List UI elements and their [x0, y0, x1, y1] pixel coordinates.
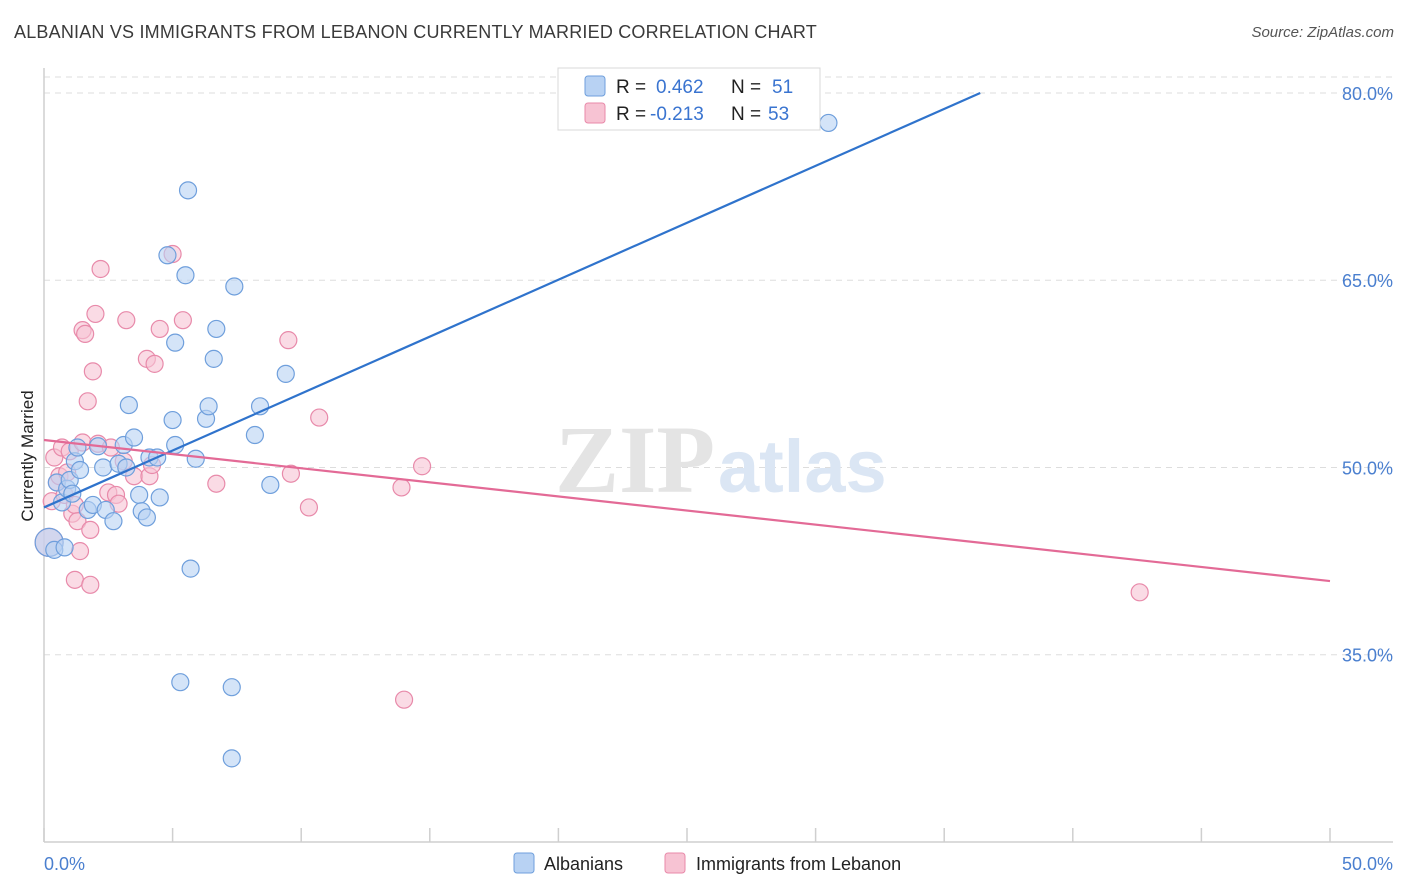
lebanon-point-37 — [173, 311, 192, 330]
albanians-point-22 — [130, 485, 149, 505]
albanians-point-46 — [261, 475, 280, 495]
legend-n-value-2: 53 — [768, 104, 789, 125]
watermark: ZIP atlas — [555, 406, 887, 513]
legend-r-label-2: R = — [616, 104, 646, 125]
legend-n-label-2: N = — [731, 104, 761, 125]
lebanon-point-11 — [65, 570, 84, 589]
legend-swatch-lebanon — [584, 102, 606, 124]
albanians-point-39 — [204, 349, 223, 368]
albanians-point-30 — [166, 333, 185, 352]
lebanon-point-18 — [81, 575, 100, 594]
lebanon-point-21 — [86, 304, 105, 324]
lebanon-point-23 — [91, 259, 110, 279]
bottom-legend-swatch-albanians — [513, 852, 535, 874]
chart-source: Source: ZipAtlas.com — [1251, 24, 1394, 41]
lebanon-trend-line — [43, 438, 1331, 583]
lebanon-point-46 — [1130, 583, 1149, 602]
albanians-point-28 — [158, 246, 177, 265]
x-tick-labels: 0.0% 50.0% — [43, 828, 1393, 874]
albanians-point-7 — [63, 484, 82, 503]
bottom-legend-swatch-lebanon — [664, 852, 686, 874]
albanians-point-41 — [222, 678, 241, 697]
y-tick-labels: 35.0% 50.0% 65.0% 80.0% — [1342, 84, 1393, 666]
lebanon-point-38 — [207, 474, 226, 493]
bottom-legend-lebanon: Immigrants from Lebanon — [696, 854, 901, 874]
albanians-point-35 — [181, 559, 200, 578]
lebanon-point-20 — [83, 362, 102, 381]
albanians-point-4 — [55, 538, 74, 557]
watermark-atlas: atlas — [718, 425, 887, 508]
lebanon-point-43 — [392, 478, 411, 497]
lebanon-point-40 — [281, 464, 301, 483]
albanians-trend-line — [43, 91, 981, 509]
albanians-point-33 — [176, 266, 195, 285]
lebanon-point-41 — [299, 498, 319, 517]
lebanon-point-29 — [117, 311, 136, 330]
albanians-point-14 — [94, 458, 113, 477]
legend-n-label-1: N = — [731, 77, 761, 98]
legend-r-value-1: 0.462 — [656, 77, 704, 98]
albanians-point-36 — [186, 449, 205, 468]
bottom-legend: Albanians Immigrants from Lebanon — [513, 852, 901, 874]
lebanon-point-12 — [68, 512, 87, 531]
bottom-legend-albanians: Albanians — [544, 854, 623, 874]
legend-r-label-1: R = — [616, 77, 646, 98]
albanians-point-10 — [70, 460, 90, 480]
x-tick-label-max: 50.0% — [1342, 854, 1393, 874]
albanians-point-47 — [276, 364, 295, 383]
lebanon-point-45 — [394, 690, 414, 709]
watermark-zip: ZIP — [555, 406, 715, 513]
legend: R = 0.462 N = 51 R = -0.213 N = 53 — [557, 67, 821, 131]
albanians-point-38 — [199, 397, 218, 416]
albanians-point-29 — [163, 410, 182, 430]
x-tick-label-min: 0.0% — [44, 854, 85, 874]
albanians-point-44 — [245, 425, 265, 445]
lebanon-point-13 — [70, 542, 90, 561]
legend-r-value-2: -0.213 — [650, 104, 704, 125]
albanians-point-32 — [171, 673, 190, 692]
albanians-point-9 — [68, 438, 87, 457]
gridlines — [44, 76, 1393, 656]
albanians-point-20 — [119, 395, 138, 415]
y-tick-label: 50.0% — [1342, 458, 1393, 478]
albanians-point-43 — [222, 749, 241, 768]
chart-title: ALBANIAN VS IMMIGRANTS FROM LEBANON CURR… — [14, 22, 817, 42]
albanians-point-34 — [178, 181, 198, 200]
lebanon-point-17 — [78, 392, 97, 411]
lebanon-point-35 — [150, 319, 169, 339]
lebanon-point-39 — [279, 331, 298, 350]
series-albanians-points — [34, 113, 838, 768]
lebanon-point-44 — [412, 457, 432, 476]
axes — [43, 68, 1393, 843]
y-tick-label: 65.0% — [1342, 271, 1393, 291]
albanians-point-27 — [150, 488, 169, 507]
albanians-point-42 — [225, 277, 244, 296]
albanians-point-40 — [207, 319, 226, 339]
albanians-point-16 — [104, 512, 123, 531]
lebanon-point-16 — [76, 324, 95, 344]
albanians-point-24 — [137, 508, 156, 527]
lebanon-point-19 — [81, 520, 100, 540]
lebanon-point-34 — [145, 354, 164, 373]
y-tick-label: 35.0% — [1342, 646, 1393, 666]
y-tick-label: 80.0% — [1342, 84, 1393, 104]
legend-swatch-albanians — [584, 75, 606, 97]
y-axis-label: Currently Married — [18, 390, 37, 521]
albanians-point-48 — [819, 113, 838, 133]
lebanon-point-42 — [310, 408, 329, 427]
legend-n-value-1: 51 — [772, 77, 793, 98]
albanians-point-21 — [124, 428, 144, 447]
trend-lines — [43, 91, 1331, 583]
